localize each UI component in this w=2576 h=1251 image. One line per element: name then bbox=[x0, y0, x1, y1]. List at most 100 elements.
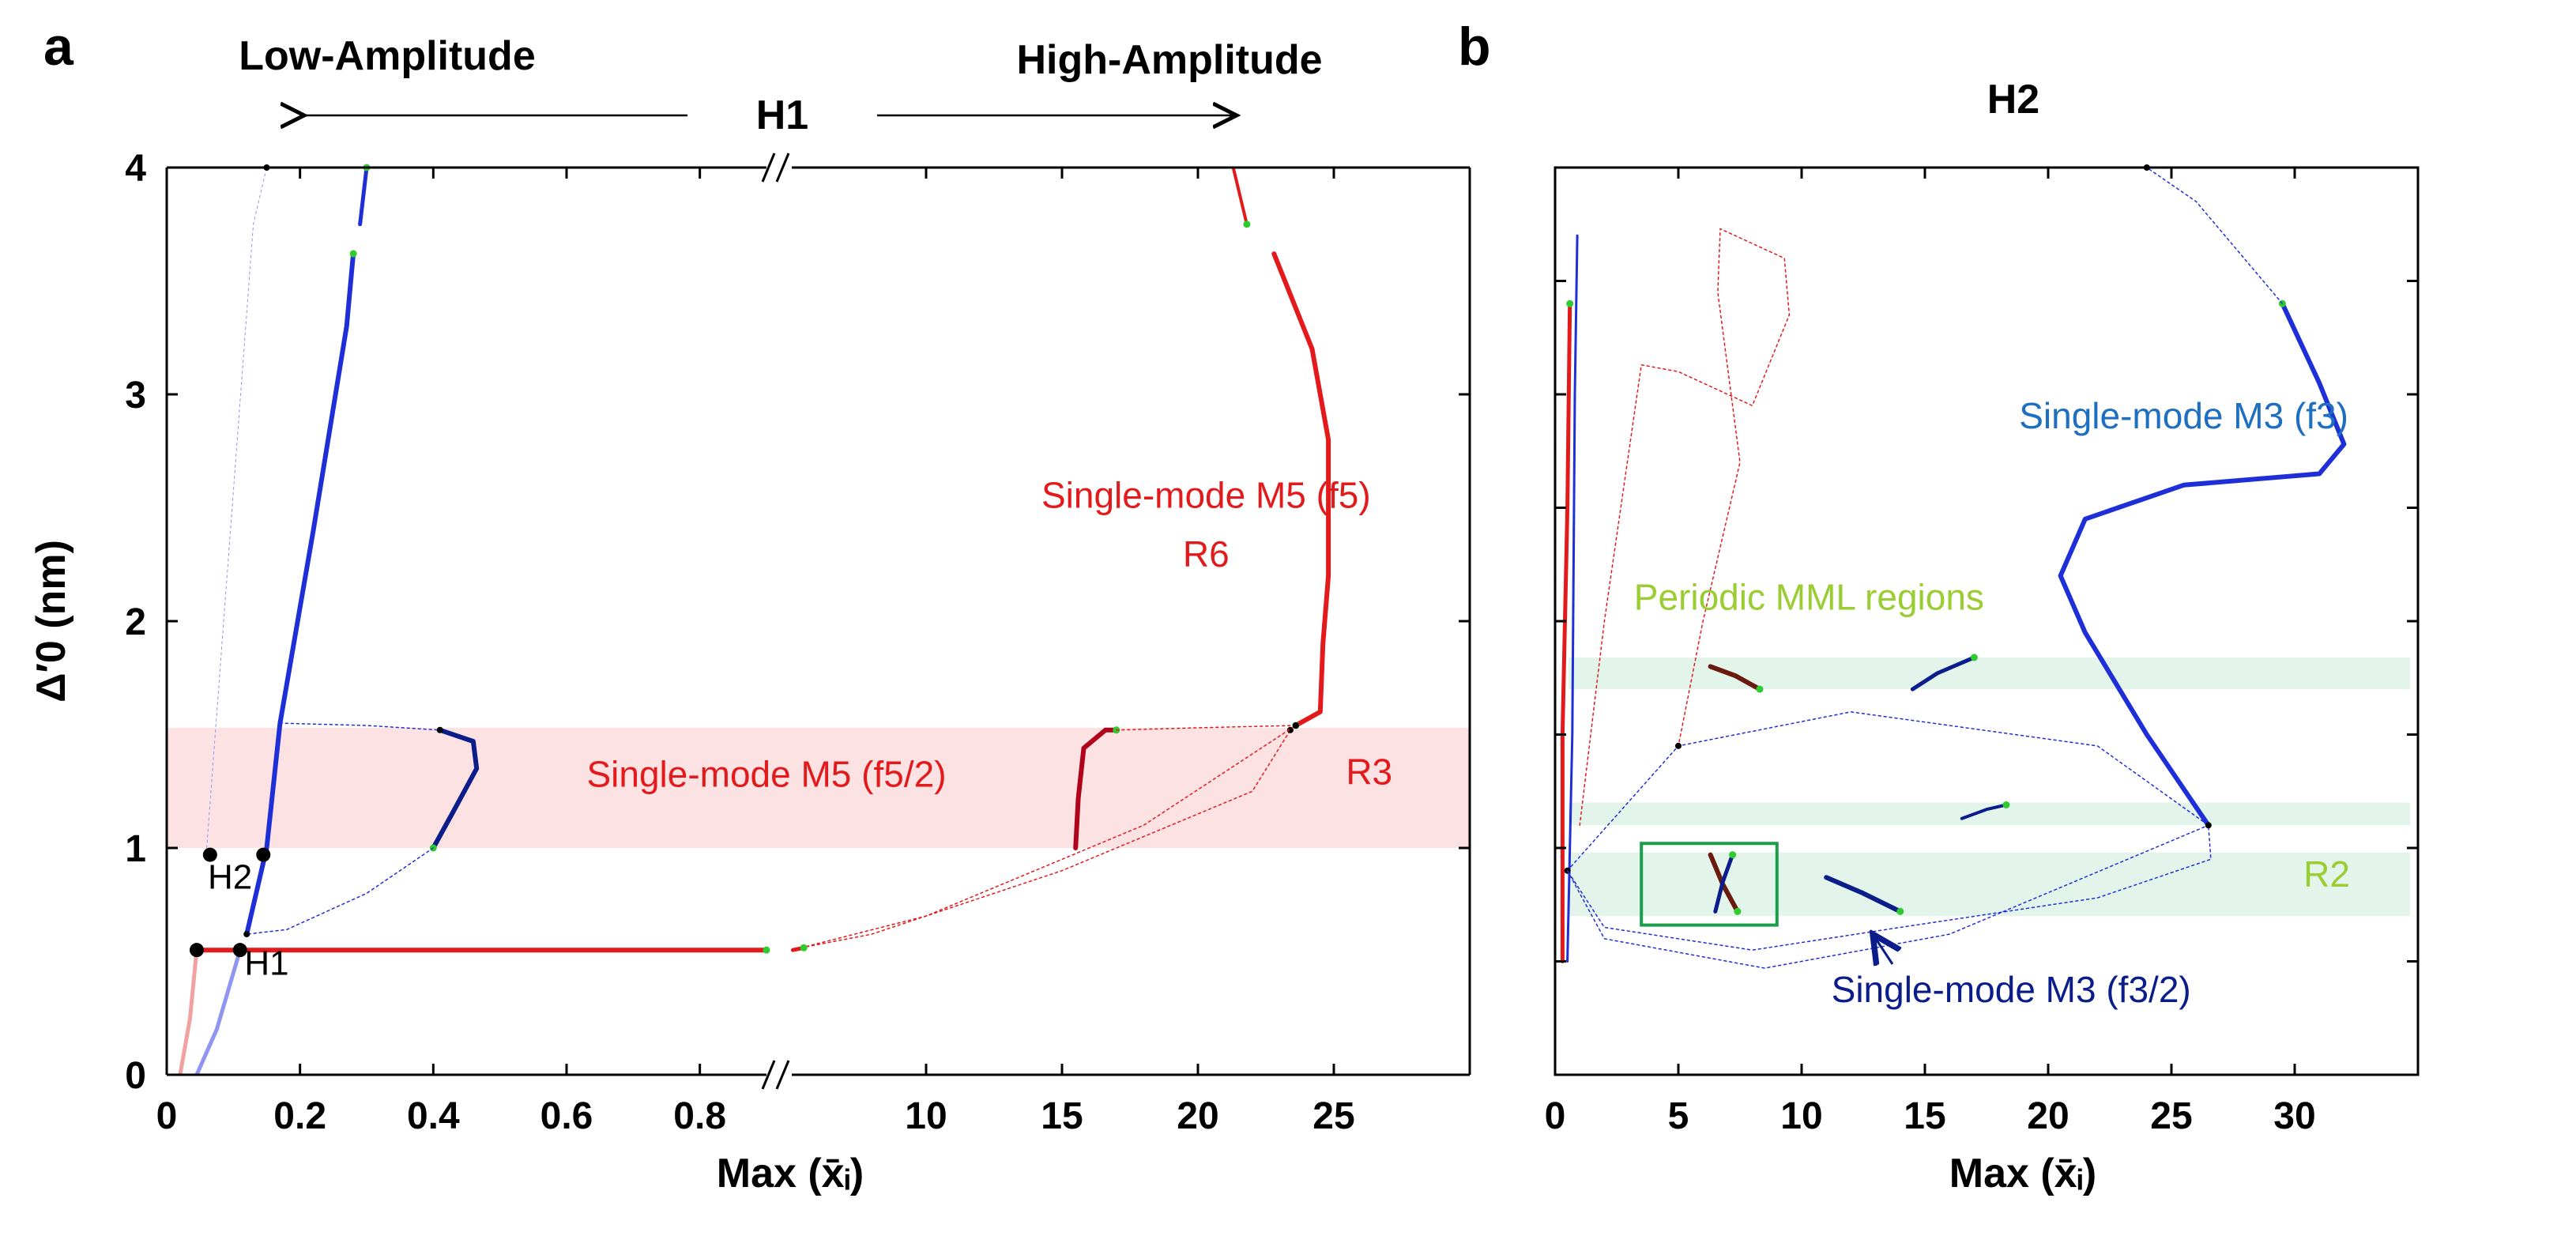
a-annotation-4: H2 bbox=[208, 858, 252, 897]
b-series-8-end-dot bbox=[1729, 851, 1737, 859]
zoom-box bbox=[1640, 842, 1779, 927]
panel-b-annotations: Single-mode M3 (f3) Periodic MML regions R… bbox=[1634, 395, 2350, 1010]
band-b-1 bbox=[1569, 802, 2410, 826]
a-ytick-label-0: 0 bbox=[125, 1055, 146, 1097]
panel-a-annotations: Single-mode M5 (f5) R6 Single-mode M5 (f5/… bbox=[208, 475, 1392, 983]
b-series-10 bbox=[1566, 711, 2212, 951]
a-xtick-low-label-2: 0.4 bbox=[407, 1095, 460, 1137]
marker-h2-1 bbox=[256, 847, 271, 862]
a-series-3 bbox=[244, 251, 356, 937]
a-series-11 bbox=[1073, 727, 1119, 850]
panel-b-ticks: 0 5 10 15 20 25 30 bbox=[1545, 166, 2418, 1137]
b-xtick-label-6: 30 bbox=[2273, 1095, 2315, 1137]
b-series-0 bbox=[2058, 301, 2347, 828]
b-series-8 bbox=[1713, 853, 1735, 914]
a-series-5 bbox=[431, 727, 480, 850]
b-series-7 bbox=[1910, 655, 1976, 691]
b-xtick-label-2: 10 bbox=[1780, 1095, 1822, 1137]
b-xtick-label-3: 15 bbox=[1904, 1095, 1945, 1137]
panel-b-bands bbox=[1569, 657, 2410, 917]
panel-a-bands bbox=[167, 727, 1470, 848]
a-ytick-label-1: 1 bbox=[125, 828, 146, 870]
b-annotation-3: Single-mode M3 (f3/2) bbox=[1832, 969, 2191, 1010]
panel-a-series bbox=[178, 164, 1331, 1075]
a-series-7-end-dot bbox=[243, 931, 250, 938]
band-a-0 bbox=[167, 727, 1470, 848]
a-xtick-low-label-1: 0.2 bbox=[273, 1095, 326, 1137]
b-series-11-end-dot bbox=[2205, 822, 2212, 829]
panel-a-ylabel: Δ′0 (nm) bbox=[28, 540, 74, 703]
h2-header: H2 bbox=[1987, 77, 2039, 122]
b-series-12-end-dot bbox=[1675, 742, 1682, 749]
b-xtick-label-4: 20 bbox=[2027, 1095, 2069, 1137]
a-series-4 bbox=[358, 168, 369, 227]
b-series-7-end-dot bbox=[1970, 654, 1978, 661]
b-annotation-0: Single-mode M3 (f3) bbox=[2019, 395, 2348, 436]
panel-a-ticks: 0 1 2 3 4 0 0.2 0.4 0.6 0.8 10 15 20 25 bbox=[125, 148, 1470, 1137]
b-series-9 bbox=[1960, 803, 2008, 820]
b-series-12 bbox=[1579, 228, 1791, 827]
a-xtick-high-label-2: 20 bbox=[1177, 1095, 1218, 1137]
h1-header: H1 bbox=[756, 92, 808, 138]
a-series-12 bbox=[1116, 725, 1297, 731]
a-series-14 bbox=[800, 725, 1297, 949]
a-series-6-end-dot bbox=[436, 726, 443, 733]
a-series-1 bbox=[194, 948, 243, 1075]
a-xtick-high-label-0: 10 bbox=[905, 1095, 947, 1137]
a-series-15-end-dot bbox=[800, 944, 808, 951]
a-xtick-high-label-3: 25 bbox=[1312, 1095, 1354, 1137]
a-annotation-5: H1 bbox=[244, 944, 288, 983]
a-ytick-label-2: 2 bbox=[125, 601, 146, 643]
a-ytick-label-3: 3 bbox=[125, 375, 146, 416]
a-series-6 bbox=[279, 722, 441, 731]
a-annotation-2: Single-mode M5 (f5/2) bbox=[586, 754, 946, 795]
b-series-1 bbox=[2146, 168, 2284, 304]
band-b-2 bbox=[1569, 852, 2410, 917]
panel-b-xlabel: Max (x̄ᵢ) bbox=[1949, 1151, 2097, 1196]
a-series-7 bbox=[246, 847, 435, 935]
b-series-11 bbox=[1566, 824, 2209, 969]
a-ytick-label-4: 4 bbox=[125, 148, 146, 190]
b-series-6-end-dot bbox=[1734, 907, 1742, 915]
a-annotation-0: Single-mode M5 (f5) bbox=[1041, 475, 1371, 516]
a-series-10 bbox=[1231, 168, 1248, 226]
b-series-2 bbox=[1824, 875, 1903, 914]
a-xtick-low-label-4: 0.8 bbox=[673, 1095, 726, 1137]
a-annotation-1: R6 bbox=[1183, 533, 1230, 575]
a-series-0 bbox=[178, 948, 199, 1075]
a-annotation-3: R3 bbox=[1346, 752, 1392, 793]
a-series-2-end-dot bbox=[763, 946, 770, 954]
a-series-10-end-dot bbox=[1243, 220, 1251, 228]
b-xtick-label-0: 0 bbox=[1545, 1095, 1566, 1137]
m3-f3-2-pointer-arrow bbox=[1873, 934, 1892, 964]
a-series-9 bbox=[1271, 251, 1331, 728]
b-series-5 bbox=[1708, 664, 1762, 692]
panel-a-xlabel-text: Max (x̄ᵢ) bbox=[717, 1151, 864, 1196]
b-annotation-2: R2 bbox=[2303, 853, 2350, 895]
a-series-14-end-dot bbox=[1292, 722, 1299, 729]
b-series-4 bbox=[1566, 234, 1579, 963]
a-xtick-low-label-3: 0.6 bbox=[540, 1095, 593, 1137]
panel-b-letter: b bbox=[1458, 17, 1491, 77]
a-xtick-high-label-1: 15 bbox=[1041, 1095, 1083, 1137]
b-series-2-end-dot bbox=[1896, 907, 1904, 915]
marker-h2-0 bbox=[202, 847, 217, 862]
a-xtick-low-label-0: 0 bbox=[156, 1095, 178, 1137]
b-xtick-label-5: 25 bbox=[2150, 1095, 2192, 1137]
marker-h1-3 bbox=[232, 943, 247, 958]
b-annotation-1: Periodic MML regions bbox=[1634, 577, 1984, 618]
high-amplitude-label: High-Amplitude bbox=[1016, 37, 1322, 83]
a-series-13 bbox=[800, 729, 1291, 949]
panel-a-letter: a bbox=[43, 17, 74, 77]
panel-b-series bbox=[1560, 164, 2347, 969]
band-b-0 bbox=[1569, 657, 2410, 690]
low-amplitude-label: Low-Amplitude bbox=[239, 33, 536, 79]
a-series-8 bbox=[206, 168, 267, 849]
panel-a-xlabel: Max (x̄ᵢ) bbox=[717, 1151, 864, 1196]
a-series-3-end-dot bbox=[349, 250, 357, 258]
b-series-9-end-dot bbox=[2002, 801, 2010, 808]
marker-h1-2 bbox=[189, 943, 204, 958]
b-series-5-end-dot bbox=[1756, 685, 1764, 693]
b-series-3-end-dot bbox=[1566, 300, 1574, 307]
